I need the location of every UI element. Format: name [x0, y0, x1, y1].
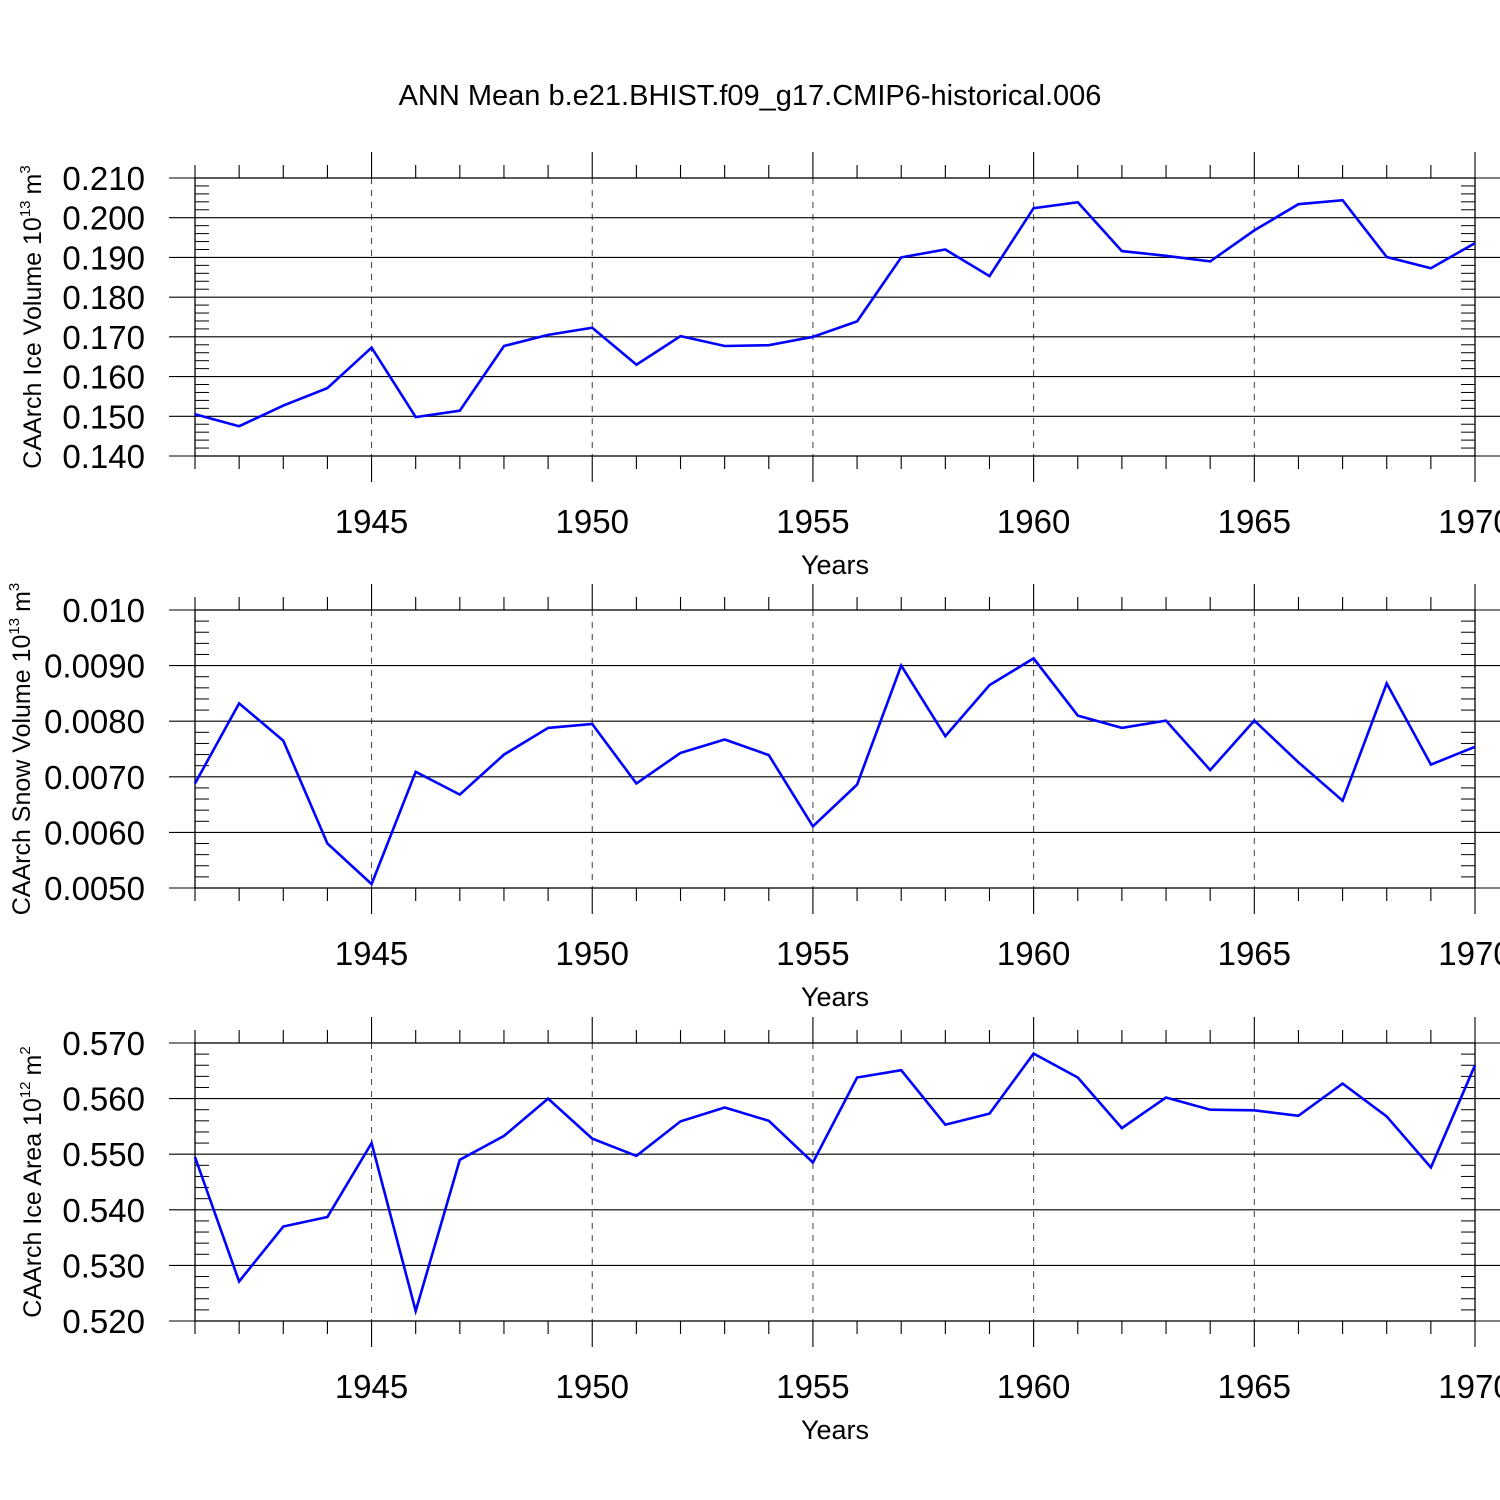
y-axis-label-unit-exponent: 3 — [6, 583, 23, 591]
x-tick-label: 1945 — [335, 935, 408, 972]
y-tick-label: 0.520 — [62, 1303, 145, 1340]
x-tick-label: 1960 — [997, 1368, 1070, 1405]
x-tick-label: 1950 — [556, 503, 629, 540]
y-tick-label: 0.550 — [62, 1136, 145, 1173]
x-tick-label: 1945 — [335, 1368, 408, 1405]
plot-frame — [194, 1042, 1476, 1322]
y-axis-label-text: CAArch Snow Volume 10 — [8, 635, 36, 916]
x-tick-label: 1960 — [997, 935, 1070, 972]
plot-frame — [194, 177, 1476, 457]
y-tick-label: 0.540 — [62, 1192, 145, 1229]
y-axis-label-unit-exponent: 2 — [17, 1046, 34, 1054]
y-tick-label: 0.200 — [62, 200, 145, 237]
x-axis-label: Years — [801, 982, 869, 1012]
x-tick-label: 1970 — [1438, 503, 1500, 540]
series-line — [193, 656, 1476, 887]
series-line — [194, 198, 1476, 428]
y-axis-label-exponent: 13 — [6, 618, 23, 635]
x-tick-label: 1955 — [776, 935, 849, 972]
panel-3: 0.520 0.530 0.540 0.550 0.560 0.570 1945 1950 19… — [17, 1017, 1500, 1445]
y-tick-label: 0.0060 — [44, 814, 145, 851]
y-axis-label: CAArch Ice Volume 1013 m3 — [17, 165, 47, 468]
panel-2: 0.0050 0.0060 0.0070 0.0080 0.0090 0.010 1945 1… — [6, 583, 1500, 1012]
x-tick-label: 1950 — [556, 935, 629, 972]
y-tick-label: 0.190 — [62, 239, 145, 276]
x-tick-label: 1970 — [1438, 935, 1500, 972]
x-tick-label: 1955 — [776, 503, 849, 540]
x-axis-label: Years — [801, 1415, 869, 1445]
x-tick-label: 1950 — [556, 1368, 629, 1405]
y-tick-label: 0.0080 — [44, 703, 145, 740]
y-tick-label: 0.140 — [62, 438, 145, 475]
y-tick-label: 0.570 — [62, 1025, 145, 1062]
y-tick-label: 0.160 — [62, 359, 145, 396]
y-axis-label-unit: m — [19, 174, 47, 195]
y-axis-label: CAArch Snow Volume 1013 m3 — [6, 583, 36, 916]
y-axis-label-text: CAArch Ice Area 10 — [19, 1098, 47, 1318]
y-tick-label: 0.0050 — [44, 870, 145, 907]
x-tick-label: 1970 — [1438, 1368, 1500, 1405]
x-tick-label: 1945 — [335, 503, 408, 540]
y-tick-label: 0.180 — [62, 279, 145, 316]
y-tick-label: 0.210 — [62, 160, 145, 197]
x-axis-label: Years — [801, 550, 869, 580]
x-tick-label: 1955 — [776, 1368, 849, 1405]
y-tick-label: 0.560 — [62, 1081, 145, 1118]
chart-title: ANN Mean b.e21.BHIST.f09_g17.CMIP6-histo… — [399, 80, 1102, 112]
y-axis-label-exponent: 13 — [17, 200, 34, 217]
y-axis-label: CAArch Ice Area 1012 m2 — [17, 1046, 47, 1317]
y-tick-label: 0.0090 — [44, 648, 145, 685]
x-tick-label: 1965 — [1218, 503, 1291, 540]
x-tick-label: 1965 — [1218, 935, 1291, 972]
y-axis-label-text: CAArch Ice Volume 10 — [19, 217, 47, 469]
y-tick-label: 0.010 — [62, 592, 145, 629]
y-axis-label-unit: m — [19, 1055, 47, 1076]
x-tick-label: 1965 — [1218, 1368, 1291, 1405]
x-tick-label: 1960 — [997, 503, 1070, 540]
y-tick-label: 0.170 — [62, 319, 145, 356]
series-line — [193, 1051, 1477, 1316]
y-axis-label-unit: m — [8, 591, 36, 612]
y-tick-label: 0.0070 — [44, 759, 145, 796]
panel-1: 0.1400.1500.1600.1700.1800.1900.2000.210… — [17, 152, 1500, 580]
y-tick-label: 0.530 — [62, 1247, 145, 1284]
y-axis-label-unit-exponent: 3 — [17, 165, 34, 173]
y-axis-label-exponent: 12 — [17, 1081, 34, 1098]
y-tick-label: 0.150 — [62, 398, 145, 435]
